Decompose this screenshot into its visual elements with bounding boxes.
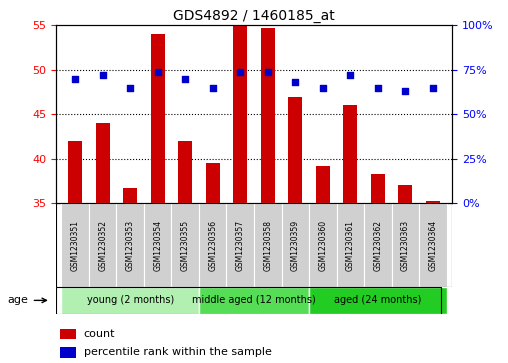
Bar bbox=[261, 28, 275, 203]
Bar bbox=[116, 203, 144, 287]
Text: age: age bbox=[8, 295, 28, 305]
Point bbox=[209, 85, 217, 90]
Text: GSM1230356: GSM1230356 bbox=[208, 220, 217, 270]
Bar bbox=[309, 287, 447, 314]
Text: GSM1230358: GSM1230358 bbox=[263, 220, 272, 270]
Bar bbox=[199, 287, 309, 314]
Point bbox=[319, 85, 327, 90]
Bar bbox=[233, 24, 247, 203]
Text: GSM1230364: GSM1230364 bbox=[428, 220, 437, 270]
Text: young (2 months): young (2 months) bbox=[86, 295, 174, 305]
Bar bbox=[171, 203, 199, 287]
Text: aged (24 months): aged (24 months) bbox=[334, 295, 422, 305]
Bar bbox=[178, 141, 192, 203]
Bar bbox=[144, 203, 172, 287]
Bar bbox=[364, 203, 392, 287]
Text: GSM1230362: GSM1230362 bbox=[373, 220, 383, 270]
Text: percentile rank within the sample: percentile rank within the sample bbox=[84, 347, 271, 357]
Bar bbox=[419, 203, 447, 287]
Bar bbox=[68, 141, 82, 203]
Bar bbox=[199, 203, 227, 287]
Text: GSM1230351: GSM1230351 bbox=[71, 220, 80, 270]
Text: count: count bbox=[84, 329, 115, 339]
Point bbox=[374, 85, 382, 90]
Bar bbox=[343, 105, 357, 203]
Point bbox=[401, 88, 409, 94]
Point bbox=[264, 69, 272, 74]
Bar bbox=[398, 185, 412, 203]
Bar bbox=[336, 203, 364, 287]
Text: GSM1230357: GSM1230357 bbox=[236, 220, 245, 270]
Text: middle aged (12 months): middle aged (12 months) bbox=[192, 295, 316, 305]
Bar bbox=[426, 201, 440, 203]
Bar bbox=[96, 123, 110, 203]
Bar bbox=[227, 203, 254, 287]
Point bbox=[153, 69, 162, 74]
Text: GSM1230355: GSM1230355 bbox=[181, 220, 189, 270]
Bar bbox=[371, 174, 385, 203]
Text: GSM1230353: GSM1230353 bbox=[125, 220, 135, 270]
Point bbox=[291, 79, 299, 85]
Text: GSM1230360: GSM1230360 bbox=[319, 220, 327, 270]
Bar bbox=[316, 166, 330, 203]
Point bbox=[346, 72, 355, 78]
Text: GSM1230354: GSM1230354 bbox=[153, 220, 162, 270]
Point bbox=[429, 85, 437, 90]
Bar bbox=[151, 34, 165, 203]
Bar bbox=[123, 188, 137, 203]
Text: GSM1230359: GSM1230359 bbox=[291, 220, 300, 270]
Bar bbox=[61, 287, 199, 314]
Bar bbox=[61, 203, 89, 287]
Text: GSM1230361: GSM1230361 bbox=[346, 220, 355, 270]
Bar bbox=[289, 97, 302, 203]
Bar bbox=[60, 347, 76, 358]
Point bbox=[71, 76, 79, 82]
Text: GSM1230363: GSM1230363 bbox=[401, 220, 410, 270]
Bar bbox=[281, 203, 309, 287]
Point bbox=[99, 72, 107, 78]
Bar bbox=[206, 163, 219, 203]
Bar bbox=[89, 203, 116, 287]
Point bbox=[181, 76, 189, 82]
Bar bbox=[392, 203, 419, 287]
Point bbox=[126, 85, 134, 90]
Bar bbox=[309, 203, 336, 287]
Point bbox=[236, 69, 244, 74]
Bar bbox=[254, 203, 281, 287]
Title: GDS4892 / 1460185_at: GDS4892 / 1460185_at bbox=[173, 9, 335, 23]
Bar bbox=[60, 329, 76, 339]
Text: GSM1230352: GSM1230352 bbox=[98, 220, 107, 270]
